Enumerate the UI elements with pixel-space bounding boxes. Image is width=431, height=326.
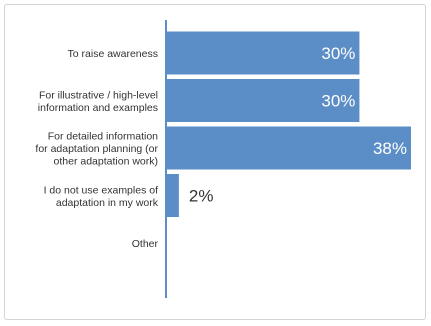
category-label-line: for adaptation planning (or [35, 143, 158, 155]
category-labels-group: To raise awareness For illustrative / hig… [35, 48, 158, 250]
category-label-line: adaptation in my work [56, 197, 159, 209]
category-label-2: For detailed information for adaptation p… [35, 131, 158, 168]
value-label-0: 30% [321, 44, 355, 63]
category-label-line: For illustrative / high-level [39, 89, 158, 101]
value-label-3: 2% [189, 187, 214, 206]
bar-1 [166, 79, 360, 122]
category-label-line: For detailed information [48, 131, 158, 143]
value-labels-group: 30% 30% 38% 2% [189, 44, 407, 206]
bar-3 [166, 174, 179, 217]
bar-0 [166, 31, 360, 75]
category-label-line: Other [132, 238, 159, 250]
category-label-0: To raise awareness [68, 48, 158, 60]
value-label-2: 38% [373, 139, 407, 158]
category-label-3: I do not use examples of adaptation in my… [44, 184, 159, 209]
value-label-1: 30% [321, 92, 355, 111]
category-label-line: other adaptation work) [54, 156, 158, 168]
bars-group [166, 31, 411, 217]
category-label-1: For illustrative / high-level information… [38, 89, 158, 114]
category-label-line: information and examples [38, 102, 158, 114]
bar-2 [166, 126, 411, 170]
category-label-4: Other [132, 238, 159, 250]
category-label-line: To raise awareness [68, 48, 158, 60]
category-label-line: I do not use examples of [44, 184, 158, 196]
